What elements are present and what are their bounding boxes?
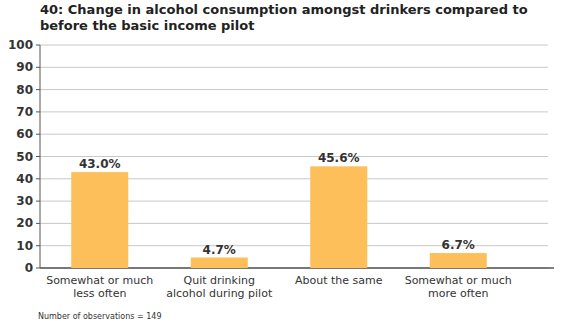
bars — [71, 166, 487, 268]
tick-mark — [36, 156, 40, 157]
text-line: alcohol during pilot — [166, 287, 273, 300]
text-line: Somewhat or much — [46, 274, 153, 287]
category-label: About the same — [295, 274, 383, 287]
tick-mark — [36, 45, 40, 46]
tick-label: 80 — [16, 83, 33, 97]
category-label: Quit drinkingalcohol during pilot — [166, 274, 273, 300]
tick-label: 0 — [25, 261, 33, 275]
y-axis — [40, 45, 41, 268]
grid-line — [40, 89, 548, 90]
tick-label: 90 — [16, 60, 33, 74]
category-label: Somewhat or muchmore often — [405, 274, 512, 300]
text-line: 40: Change in alcohol consumption amongs… — [40, 2, 528, 17]
data-label: 4.7% — [203, 243, 236, 257]
tick-mark — [36, 223, 40, 224]
tick-label: 60 — [16, 127, 33, 141]
grid-line — [40, 45, 548, 46]
text-line: less often — [73, 287, 126, 300]
tick-label: 40 — [16, 172, 33, 186]
text-line: About the same — [295, 274, 383, 287]
data-label: 6.7% — [442, 238, 475, 252]
tick-label: 100 — [8, 38, 33, 52]
text-line: Somewhat or much — [405, 274, 512, 287]
tick-mark — [36, 89, 40, 90]
bar — [310, 166, 367, 268]
bar — [430, 253, 487, 268]
data-label: 43.0% — [79, 157, 121, 171]
text-line: more often — [428, 287, 488, 300]
grid-line — [40, 67, 548, 68]
text-line: Quit drinking — [184, 274, 255, 287]
tick-mark — [36, 201, 40, 202]
data-label: 45.6% — [318, 151, 360, 165]
text-line: before the basic income pilot — [40, 18, 254, 33]
tick-label: 30 — [16, 194, 33, 208]
tick-label: 70 — [16, 105, 33, 119]
tick-mark — [36, 268, 40, 269]
category-label: Somewhat or muchless often — [46, 274, 153, 300]
chart: 40: Change in alcohol consumption amongs… — [0, 0, 564, 328]
annotation: Number of observations = 149 — [38, 312, 161, 321]
tick-label: 50 — [16, 150, 33, 164]
title: 40: Change in alcohol consumption amongs… — [40, 2, 528, 33]
tick-label: 20 — [16, 216, 33, 230]
tick-mark — [36, 111, 40, 112]
grid-line — [40, 134, 548, 135]
tick-mark — [36, 245, 40, 246]
tick-mark — [36, 67, 40, 68]
tick-label: 10 — [16, 239, 33, 253]
bar — [71, 172, 128, 268]
grid-line — [40, 111, 548, 112]
tick-mark — [36, 134, 40, 135]
tick-mark — [36, 178, 40, 179]
bar — [191, 258, 248, 268]
